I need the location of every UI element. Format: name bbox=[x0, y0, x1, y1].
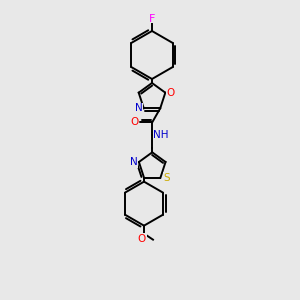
Text: O: O bbox=[166, 88, 174, 98]
Text: F: F bbox=[149, 14, 155, 24]
Text: S: S bbox=[163, 173, 170, 183]
Text: N: N bbox=[130, 157, 138, 167]
Text: NH: NH bbox=[154, 130, 169, 140]
Text: N: N bbox=[135, 103, 142, 113]
Text: O: O bbox=[138, 234, 146, 244]
Text: O: O bbox=[130, 117, 138, 127]
